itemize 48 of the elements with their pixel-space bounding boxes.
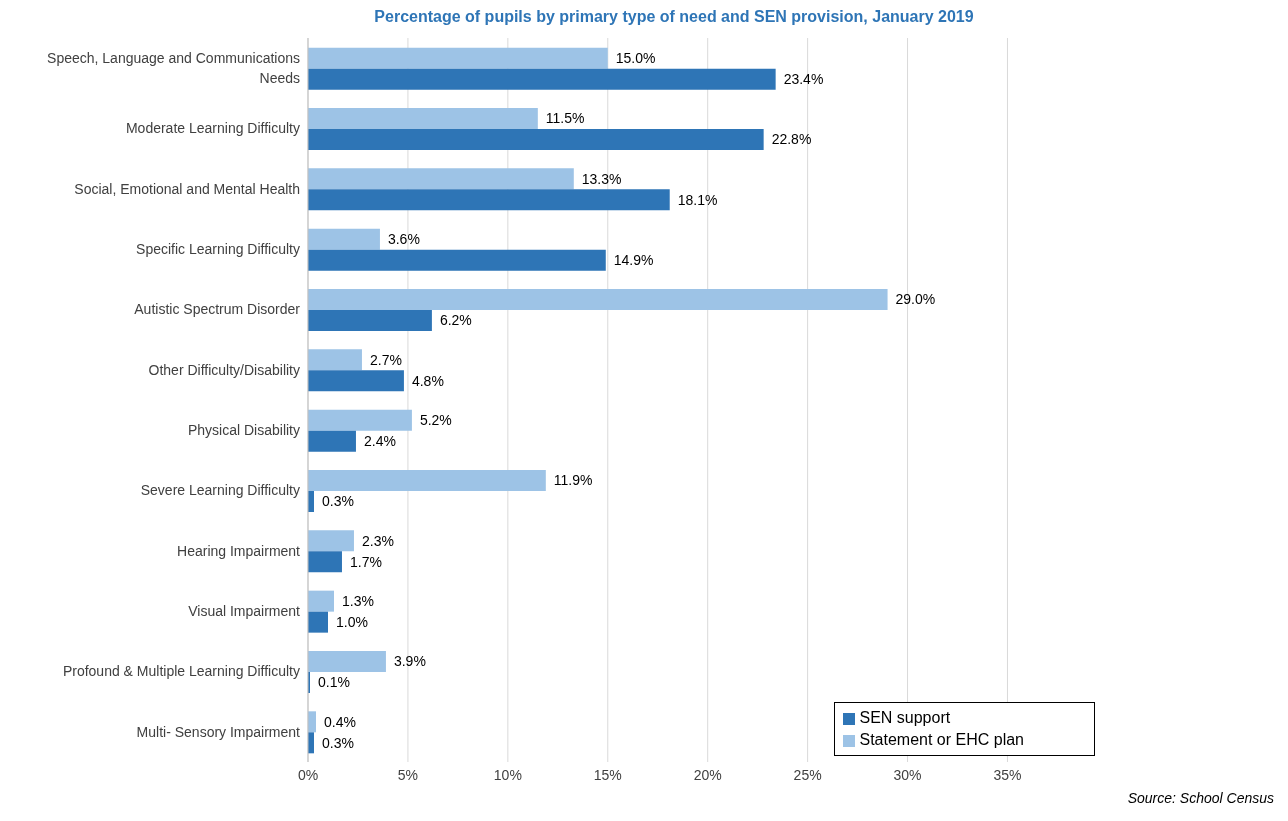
y-tick-label: Visual Impairment bbox=[188, 603, 301, 620]
chart-title: Percentage of pupils by primary type of need and SEN provision, January 2019 bbox=[373, 8, 975, 27]
data-label: 4.8% bbox=[411, 372, 444, 389]
data-label: 2.3% bbox=[361, 532, 394, 549]
data-label: 23.4% bbox=[783, 71, 824, 88]
y-tick-label: Autistic Spectrum Disorder bbox=[134, 301, 301, 318]
data-label: 15.0% bbox=[615, 50, 656, 67]
x-tick-label: 5% bbox=[397, 766, 419, 783]
data-label: 11.5% bbox=[545, 110, 585, 127]
data-label: 2.7% bbox=[369, 351, 402, 368]
data-label: 22.8% bbox=[771, 131, 812, 148]
y-tick-label: Specific Learning Difficulty bbox=[136, 241, 300, 258]
y-tick-label: Physical Disability bbox=[187, 422, 300, 439]
y-tick-label: Speech, Language and Communications Needs bbox=[47, 50, 300, 87]
data-label: 18.1% bbox=[677, 191, 718, 208]
x-tick-label: 10% bbox=[493, 766, 522, 783]
y-tick-label: Profound & Multiple Learning Difficulty bbox=[62, 663, 300, 680]
data-label: 14.9% bbox=[613, 252, 654, 269]
x-tick-label: 0% bbox=[297, 766, 319, 783]
y-tick-label: Severe Learning Difficulty bbox=[140, 482, 300, 499]
y-tick-label: Social, Emotional and Mental Health bbox=[74, 180, 300, 197]
y-tick-label: Moderate Learning Difficulty bbox=[125, 120, 300, 137]
data-label: 0.3% bbox=[322, 734, 354, 751]
data-label: 13.3% bbox=[581, 170, 622, 187]
y-tick-label: Multi- Sensory Impairment bbox=[136, 723, 301, 740]
data-label: 1.3% bbox=[341, 593, 374, 610]
data-label: 0.1% bbox=[318, 674, 350, 691]
data-label: 2.4% bbox=[363, 433, 396, 450]
x-tick-label: 25% bbox=[793, 766, 822, 783]
data-label: 5.2% bbox=[419, 412, 452, 429]
data-label: 6.2% bbox=[439, 312, 472, 329]
x-tick-label: 30% bbox=[893, 766, 922, 783]
legend-label: Statement or EHC plan bbox=[859, 731, 1024, 748]
y-tick-label: Other Difficulty/Disability bbox=[148, 361, 300, 378]
data-label: 3.9% bbox=[393, 653, 426, 670]
x-tick-label: 15% bbox=[593, 766, 622, 783]
x-tick-label: 20% bbox=[693, 766, 722, 783]
legend-label: SEN support bbox=[859, 709, 951, 726]
data-label: 0.3% bbox=[322, 493, 354, 510]
data-label: 1.7% bbox=[349, 553, 382, 570]
data-label: 3.6% bbox=[387, 231, 420, 248]
data-label: 1.0% bbox=[335, 614, 368, 631]
source-note: Source: School Census bbox=[1126, 790, 1275, 806]
data-label: 11.9% bbox=[553, 472, 593, 489]
data-label: 29.0% bbox=[895, 291, 936, 308]
x-tick-label: 35% bbox=[993, 766, 1022, 783]
data-label: 0.4% bbox=[323, 713, 356, 730]
y-tick-label: Hearing Impairment bbox=[177, 542, 301, 559]
